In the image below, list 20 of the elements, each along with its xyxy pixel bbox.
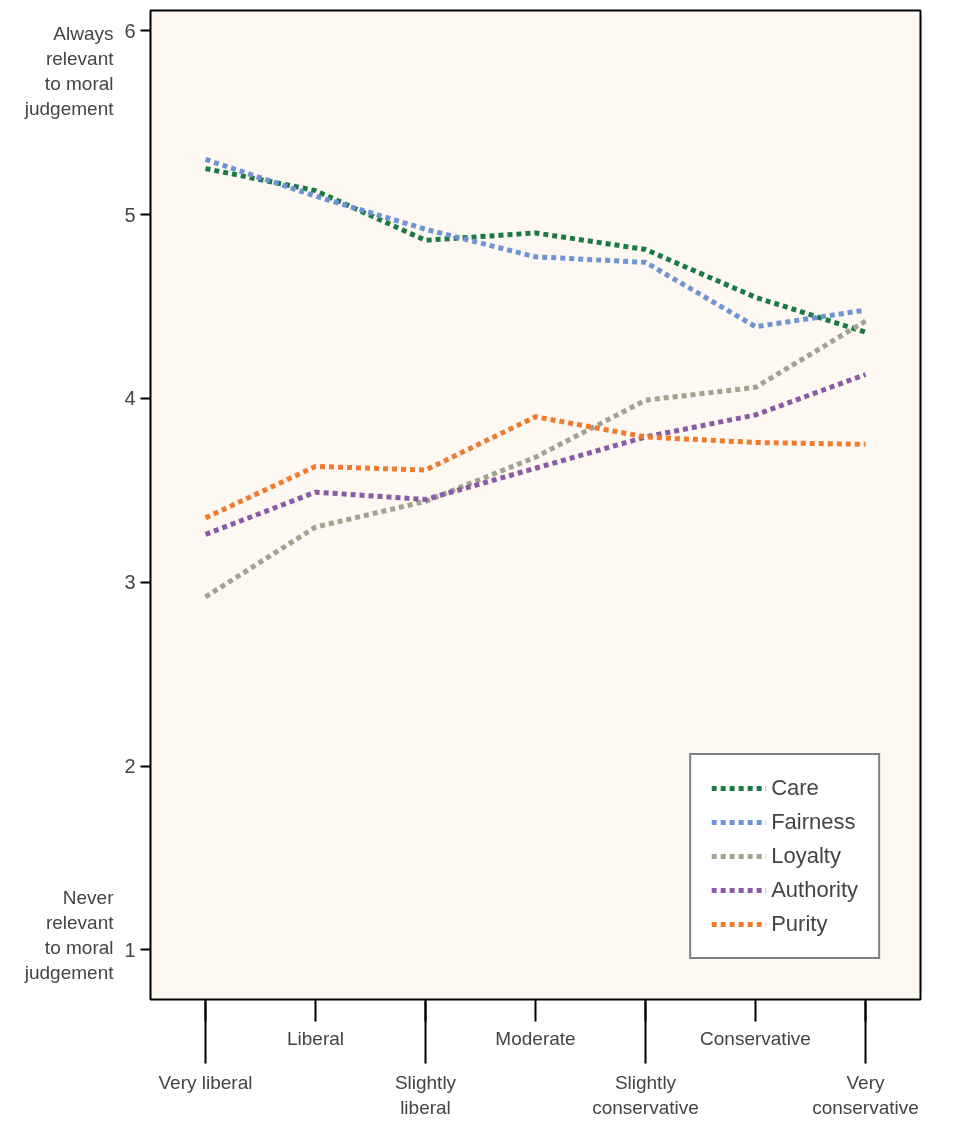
x-tick-label: Very liberal [158,1071,253,1093]
legend-label: Fairness [771,809,856,835]
y-tick-label: 2 [124,755,136,778]
legend-label: Authority [771,877,858,903]
y-tick-label: 5 [124,203,136,226]
x-tick-label: Conservative [700,1027,811,1049]
legend-label: Loyalty [771,843,841,869]
x-tick-label: Slightly conservative [592,1071,699,1118]
y-tick-label: 1 [124,938,136,961]
y-tick-label: 6 [124,19,136,42]
x-tick-label: Slightly liberal [394,1071,457,1118]
x-tick-label: Liberal [286,1027,345,1049]
text: Always relevant to moral judgement [23,22,115,120]
legend-label: Purity [771,911,828,937]
legend-label: Care [771,775,819,801]
text: Never relevant to moral judgement [23,886,115,984]
y-tick-label: 3 [124,571,136,594]
y-tick-label: 4 [124,387,136,410]
x-tick-label: Very conservative [812,1071,919,1118]
x-tick-label: Moderate [495,1027,576,1049]
